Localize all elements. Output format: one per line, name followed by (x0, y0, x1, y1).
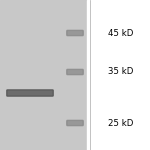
Text: 45 kD: 45 kD (108, 28, 133, 38)
Text: 25 kD: 25 kD (108, 118, 133, 127)
Bar (0, 0, 87, 150)
Text: 35 kD: 35 kD (108, 68, 133, 76)
Bar (87, 0, 150, 150)
FancyBboxPatch shape (67, 69, 83, 75)
FancyBboxPatch shape (7, 90, 53, 96)
FancyBboxPatch shape (67, 120, 83, 126)
FancyBboxPatch shape (67, 30, 83, 36)
